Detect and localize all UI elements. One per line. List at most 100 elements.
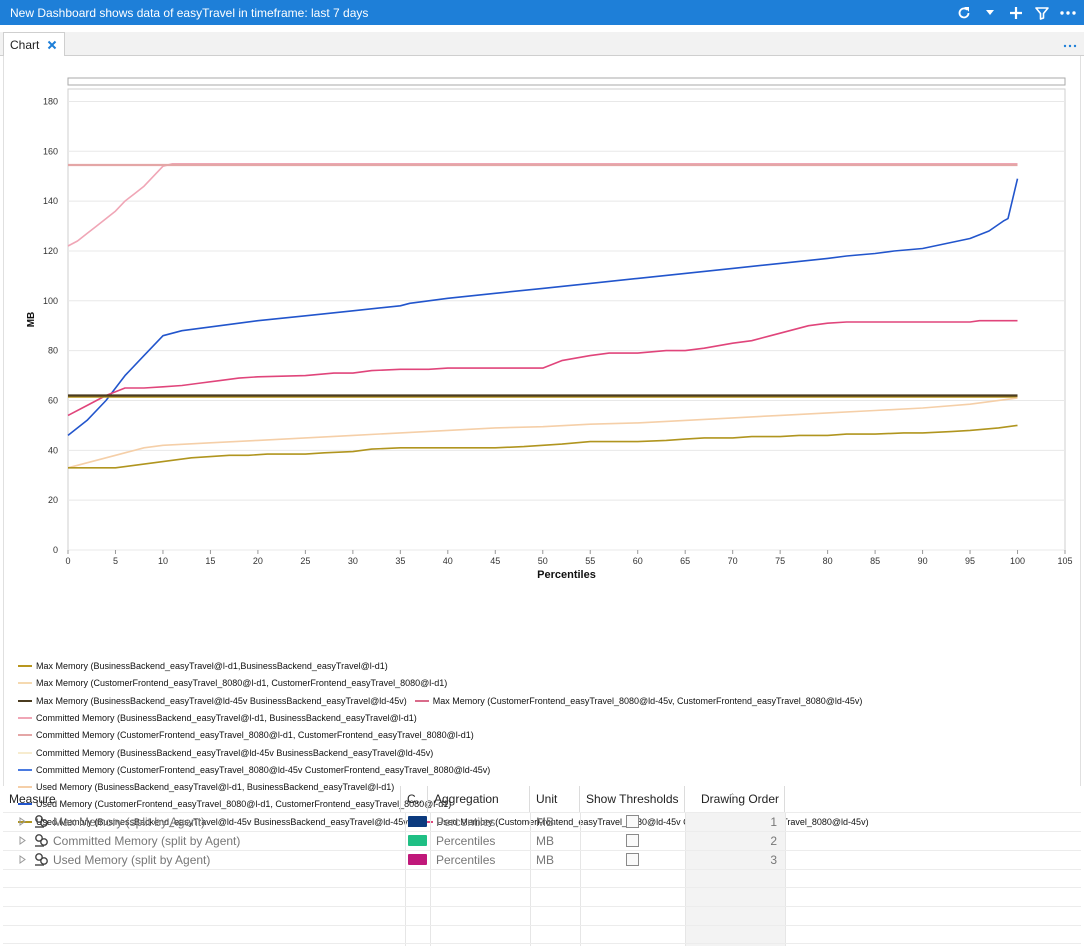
legend-swatch [18,665,32,667]
legend-label: Used Memory (CustomerFrontend_easyTravel… [436,816,869,827]
x-tick-label: 10 [158,556,168,566]
y-tick-label: 0 [53,545,58,555]
x-tick-label: 15 [205,556,215,566]
legend-item[interactable]: Max Memory (BusinessBackend_easyTravel@l… [18,696,407,706]
legend-item[interactable]: Max Memory (CustomerFrontend_easyTravel_… [414,695,863,706]
filter-icon[interactable] [1032,3,1052,23]
legend-label: Max Memory (CustomerFrontend_easyTravel_… [36,678,448,689]
measures-table: Measure C.. Aggregation Unit Show Thresh… [3,786,1081,946]
tab-chart[interactable]: Chart [3,32,65,56]
x-tick-label: 100 [1010,556,1025,566]
show-thresholds-checkbox[interactable] [626,850,646,869]
series-color-swatch[interactable] [408,850,428,869]
plus-icon[interactable] [1006,3,1026,23]
legend-row: Max Memory (BusinessBackend_easyTravel@l… [18,695,870,707]
series-color-swatch[interactable] [408,812,428,831]
x-tick-label: 20 [253,556,263,566]
col-header-unit[interactable]: Unit [530,786,580,812]
series-line-3 [67,178,1019,437]
legend-swatch [18,786,32,789]
x-axis-label: Percentiles [537,569,596,581]
title-bar: New Dashboard shows data of easyTravel i… [0,0,1084,25]
x-tick-label: 70 [728,556,738,566]
series-line-7 [67,397,1018,469]
expand-arrow-icon[interactable] [19,812,31,831]
col-header-drawing-order[interactable]: Drawing Order ‸ [685,786,785,812]
unit-value: MB [536,833,554,848]
x-tick-label: 95 [965,556,975,566]
legend-item[interactable]: Committed Memory (BusinessBackend_easyTr… [18,713,417,723]
dashboard-title: New Dashboard shows data of easyTravel i… [10,5,369,20]
unit-value: MB [536,814,554,829]
x-tick-label: 80 [823,556,833,566]
col-header-thresholds[interactable]: Show Thresholds [580,786,685,812]
legend-item[interactable]: Committed Memory (CustomerFrontend_easyT… [18,730,474,740]
x-tick-label: 105 [1057,556,1072,566]
legend-item[interactable]: Committed Memory (BusinessBackend_easyTr… [18,748,433,758]
legend-swatch [18,716,32,719]
legend-label: Used Memory (CustomerFrontend_easyTravel… [36,799,452,810]
x-tick-label: 60 [633,556,643,566]
col-header-measure[interactable]: Measure [3,786,401,812]
drawing-order-value[interactable]: 1 [770,814,777,829]
aggregation-value[interactable]: Percentiles [436,814,496,829]
x-tick-label: 25 [300,556,310,566]
legend-label: Committed Memory (CustomerFrontend_easyT… [36,730,474,741]
legend-label: Max Memory (CustomerFrontend_easyTravel_… [432,695,863,706]
tab-more-icon[interactable] [1062,36,1078,52]
drawing-order-value[interactable]: 2 [770,833,777,848]
legend-row: Committed Memory (BusinessBackend_easyTr… [18,712,425,724]
col-header-color[interactable]: C.. [401,786,428,812]
legend-row: Max Memory (BusinessBackend_easyTravel@l… [18,660,396,672]
legend-label: Used Memory (BusinessBackend_easyTravel@… [36,816,411,827]
tab-strip: Chart [0,32,1084,56]
legend-swatch [18,682,32,685]
series-line-8 [68,424,1018,469]
legend-item[interactable]: Used Memory (BusinessBackend_easyTravel@… [18,782,394,792]
y-tick-label: 60 [48,395,58,405]
x-tick-label: 55 [585,556,595,566]
close-icon[interactable] [45,38,59,52]
more-icon[interactable] [1058,3,1078,23]
chevron-down-icon[interactable] [980,3,1000,23]
legend-swatch [18,751,32,754]
aggregation-value[interactable]: Percentiles [436,833,496,848]
series-color-swatch[interactable] [408,831,428,850]
drawing-order-label: Drawing Order [701,792,780,806]
y-tick-label: 120 [43,246,58,256]
tab-label: Chart [10,37,40,52]
show-thresholds-checkbox[interactable] [626,831,646,850]
drawing-order-value[interactable]: 3 [770,852,777,867]
legend-label: Max Memory (BusinessBackend_easyTravel@l… [36,695,407,706]
y-tick-label: 20 [48,495,58,505]
legend-row: Committed Memory (CustomerFrontend_easyT… [18,729,482,741]
legend-swatch [18,768,32,771]
x-tick-label: 85 [870,556,880,566]
show-thresholds-checkbox[interactable] [626,812,646,831]
y-tick-label: 140 [43,196,58,206]
col-header-aggregation[interactable]: Aggregation [428,786,530,812]
x-tick-label: 50 [538,556,548,566]
drawing-order-column-bg [685,812,785,946]
agent-group-icon [33,850,51,869]
sort-ascending-icon: ‸ [731,786,734,795]
agent-group-icon [33,812,51,831]
measure-name: Used Memory (split by Agent) [53,852,211,867]
legend-row: Used Memory (BusinessBackend_easyTravel@… [18,781,402,793]
legend-item[interactable]: Used Memory (CustomerFrontend_easyTravel… [18,799,451,809]
refresh-icon[interactable] [954,3,974,23]
measure-name: Committed Memory (split by Agent) [53,833,241,848]
expand-arrow-icon[interactable] [19,831,31,850]
x-tick-label: 0 [65,556,70,566]
legend-item[interactable]: Committed Memory (CustomerFrontend_easyT… [18,765,490,775]
y-axis-label: MB [26,312,37,328]
aggregation-value[interactable]: Percentiles [436,852,496,867]
x-tick-label: 30 [348,556,358,566]
legend-swatch [18,803,32,806]
x-tick-label: 65 [680,556,690,566]
legend-row: Max Memory (CustomerFrontend_easyTravel_… [18,677,455,689]
expand-arrow-icon[interactable] [19,850,31,869]
x-tick-label: 90 [918,556,928,566]
legend-item[interactable]: Max Memory (CustomerFrontend_easyTravel_… [18,678,447,688]
legend-item[interactable]: Max Memory (BusinessBackend_easyTravel@l… [18,661,388,671]
